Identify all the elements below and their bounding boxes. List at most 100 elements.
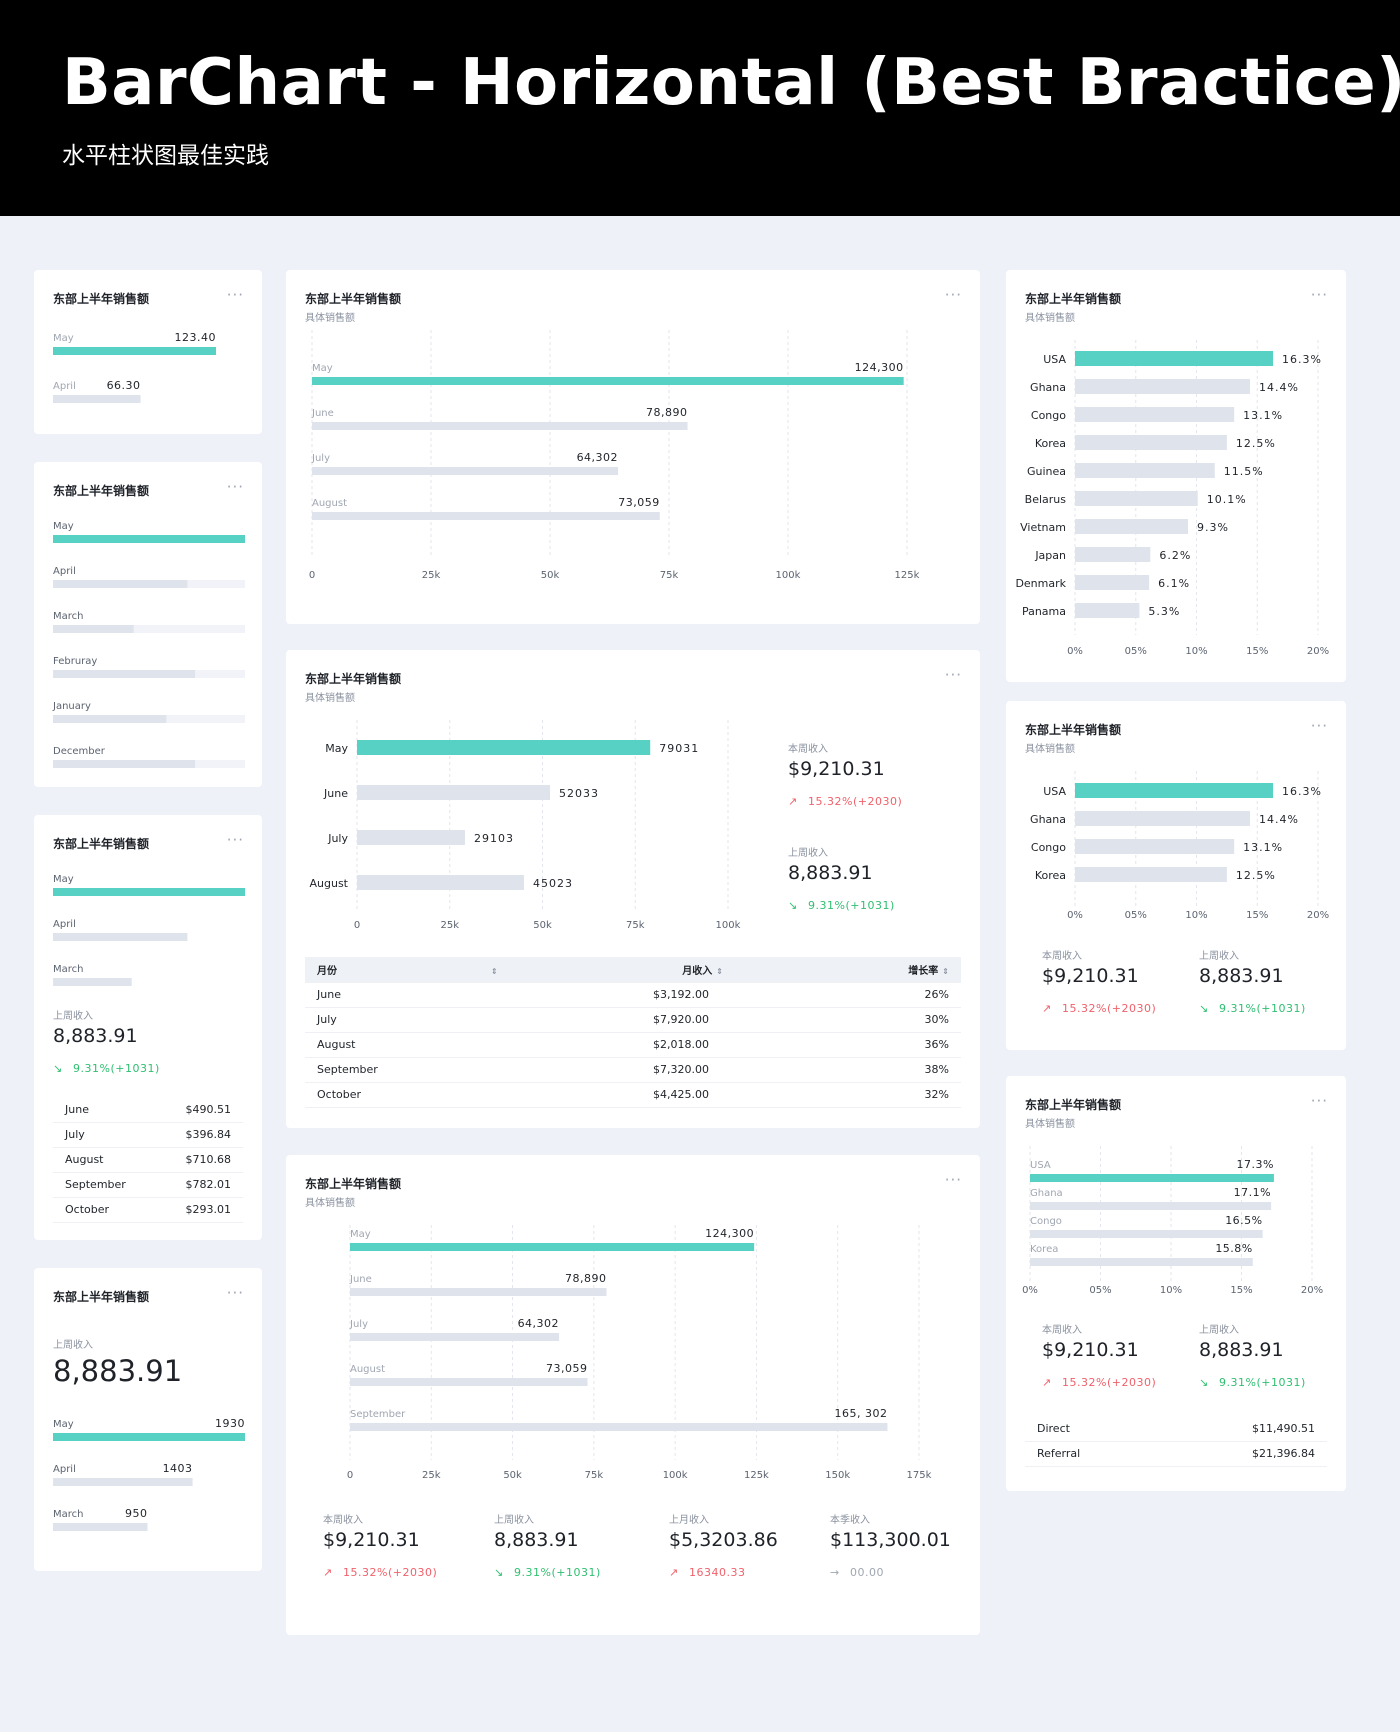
sort-icon[interactable]: ⇕: [716, 966, 723, 976]
category-label: May: [350, 1229, 371, 1240]
table-cell: $7,320.00: [515, 1057, 735, 1083]
card-right-1: 东部上半年销售额 具体销售额 ··· 0% 05% 10% 15% 20% USA 16.3…: [1006, 270, 1346, 682]
tick-label: 0: [354, 920, 360, 931]
stat-change: → 00.00: [830, 1566, 884, 1579]
stat-value: 8,883.91: [1199, 1339, 1284, 1361]
more-icon[interactable]: ···: [944, 666, 962, 684]
chart-c4: May 1930 April 1403 March 950: [53, 1417, 245, 1531]
cell-name: October: [53, 1197, 158, 1223]
tick-label: 0%: [1067, 646, 1083, 657]
more-icon[interactable]: ···: [944, 286, 962, 304]
category-label: May: [312, 363, 333, 374]
stat-label: 本季收入: [830, 1515, 870, 1526]
cell-name: September: [53, 1172, 158, 1198]
sort-icon[interactable]: ⇕: [491, 966, 498, 976]
card-title: 东部上半年销售额: [53, 484, 150, 498]
more-icon[interactable]: ···: [944, 1171, 962, 1189]
data-label: 123.40: [175, 331, 217, 344]
more-icon[interactable]: ···: [226, 286, 244, 304]
table-row: October $293.01: [53, 1197, 243, 1223]
card-left-1: 东部上半年销售额 ··· May 123.40 April 66.30: [34, 270, 262, 434]
stat-value: 8,883.91: [494, 1529, 579, 1551]
card-title: 东部上半年销售额: [1025, 723, 1122, 737]
category-label: USA: [1030, 1160, 1051, 1171]
card-title: 东部上半年销售额: [1025, 292, 1122, 306]
bar: [357, 875, 525, 890]
trend-up-icon: ↗: [669, 1566, 679, 1579]
category-label: August: [310, 877, 349, 890]
sort-icon[interactable]: ⇕: [942, 966, 949, 976]
stat-label: 本周收入: [1042, 1325, 1082, 1336]
more-icon[interactable]: ···: [226, 1284, 244, 1302]
data-label: 73,059: [546, 1362, 588, 1375]
trend-down-icon: ↘: [1199, 1376, 1209, 1389]
tick-label: 50k: [533, 920, 552, 931]
bar: [1030, 1202, 1272, 1210]
category-label: January: [52, 701, 91, 712]
data-label: 79031: [659, 742, 699, 755]
tick-label: 20%: [1307, 646, 1329, 657]
bar: [312, 422, 688, 430]
table-cell: $2,018.00: [515, 1032, 735, 1058]
data-label: 10.1%: [1207, 493, 1247, 506]
category-label: Guinea: [1027, 465, 1066, 478]
category-label: May: [53, 1419, 74, 1430]
trend-up-icon: ↗: [788, 795, 798, 808]
category-label: Ghana: [1030, 813, 1066, 826]
category-label: March: [53, 611, 83, 622]
card-subtitle: 具体销售额: [1025, 744, 1075, 755]
more-icon[interactable]: ···: [226, 831, 244, 849]
table-cell: $7,920.00: [515, 1007, 735, 1033]
cell-name: August: [53, 1147, 158, 1173]
more-icon[interactable]: ···: [1310, 717, 1328, 735]
data-label: 6.1%: [1158, 577, 1190, 590]
trend-down-icon: ↘: [53, 1062, 63, 1075]
bar: [1075, 575, 1150, 590]
data-table: Direct $11,490.51 Referral $21,396.84: [1025, 1416, 1327, 1467]
column-header[interactable]: 月份 ⇕: [305, 957, 515, 983]
cell-value: $710.68: [157, 1147, 243, 1173]
tick-label: 100k: [776, 570, 801, 581]
category-label: September: [350, 1409, 406, 1420]
card-title: 东部上半年销售额: [305, 1177, 402, 1191]
bar: [53, 1433, 245, 1441]
category-label: December: [53, 746, 106, 757]
bar: [1030, 1230, 1263, 1238]
category-label: June: [323, 787, 348, 800]
more-icon[interactable]: ···: [1310, 286, 1328, 304]
category-label: May: [325, 742, 348, 755]
category-label: Vietnam: [1020, 521, 1066, 534]
bar: [1075, 867, 1227, 882]
tick-label: 50k: [541, 570, 560, 581]
data-label: 64,302: [518, 1317, 560, 1330]
category-label: July: [349, 1319, 368, 1330]
bar: [357, 740, 651, 755]
column-header[interactable]: 增长率 ⇕: [735, 957, 961, 983]
data-label: 78,890: [565, 1272, 607, 1285]
data-label: 29103: [474, 832, 514, 845]
card-subtitle: 具体销售额: [1025, 1119, 1075, 1130]
stat-change: ↘ 9.31%(+1031): [1199, 1376, 1306, 1389]
page-header: BarChart - Horizontal (Best Bractice) 水平…: [0, 0, 1400, 216]
table-row: Referral $21,396.84: [1025, 1441, 1327, 1467]
category-label: April: [53, 1464, 76, 1475]
tick-label: 150k: [825, 1470, 850, 1481]
category-label: Belarus: [1025, 493, 1067, 506]
bar: [350, 1333, 560, 1341]
data-label: 9.3%: [1197, 521, 1229, 534]
more-icon[interactable]: ···: [226, 478, 244, 496]
stat-change: ↗ 15.32%(+2030): [788, 795, 903, 808]
data-label: 14.4%: [1259, 813, 1299, 826]
stat-change: ↗ 16340.33: [669, 1566, 746, 1579]
stat-label: 上周收入: [53, 1011, 93, 1022]
tick-label: 15%: [1246, 910, 1268, 921]
bar: [1075, 491, 1198, 506]
category-label: June: [311, 408, 334, 419]
column-header[interactable]: 月收入 ⇕: [515, 957, 735, 983]
chart-r2: 0% 05% 10% 15% 20% USA 16.3% Ghana 14.4% Congo 13.…: [1030, 771, 1329, 921]
table-cell: 30%: [735, 1007, 961, 1033]
bar: [53, 625, 134, 633]
table-cell: September: [305, 1057, 515, 1083]
tick-label: 10%: [1185, 910, 1207, 921]
more-icon[interactable]: ···: [1310, 1092, 1328, 1110]
